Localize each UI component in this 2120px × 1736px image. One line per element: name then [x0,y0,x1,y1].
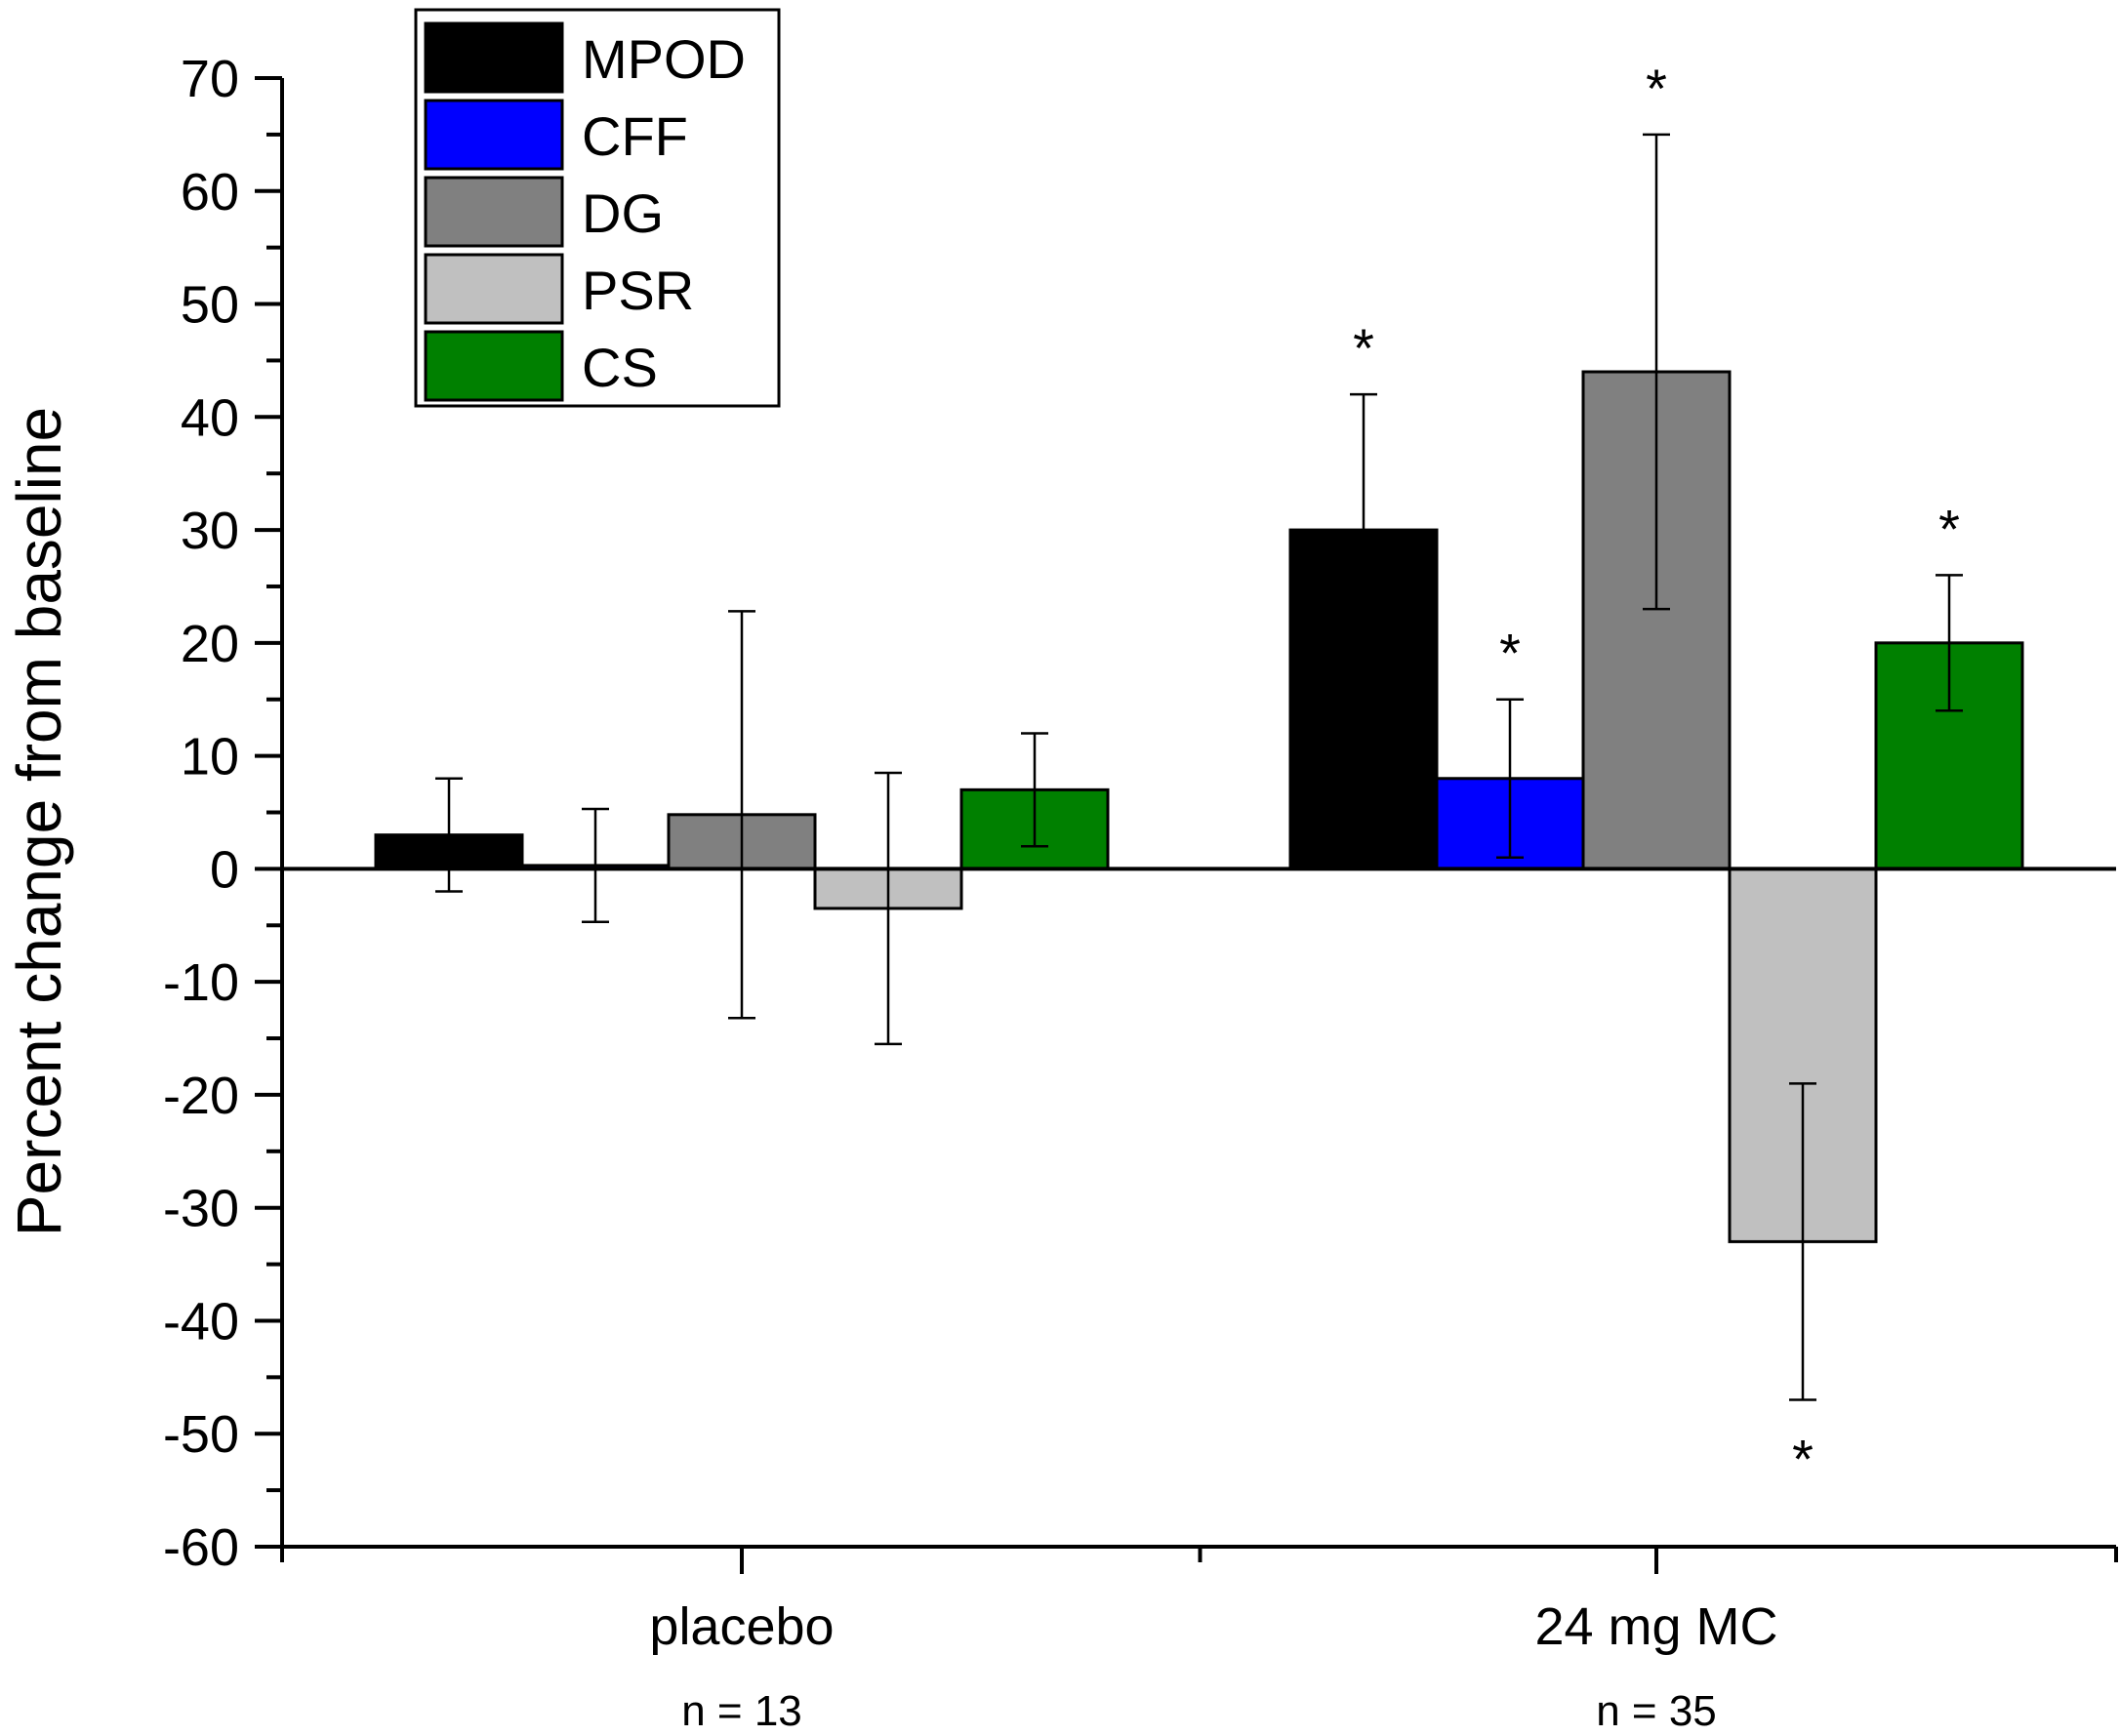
legend-swatch-cff [424,99,564,171]
y-tick-label-0: 0 [210,840,239,899]
x-category-note-1: n = 35 [1596,1687,1717,1735]
legend-label-cff: CFF [582,105,688,167]
legend-label-mpod: MPOD [582,28,746,90]
y-tick-label--30: -30 [163,1180,239,1238]
y-tick-label-70: 70 [181,50,239,108]
y-tick-label--50: -50 [163,1405,239,1464]
y-axis-label: Percent change from baseline [4,407,74,1236]
significance-star-cs: * [1938,498,1960,559]
legend-label-dg: DG [582,182,664,244]
y-tick-label-10: 10 [181,728,239,787]
legend-swatch-mpod [424,21,564,94]
legend-label-cs: CS [582,337,658,398]
y-tick-label-60: 60 [181,163,239,222]
significance-star-dg: * [1646,58,1667,119]
x-category-label-1: 24 mg MC [1534,1597,1777,1656]
significance-star-cff: * [1499,623,1521,684]
x-category-note-0: n = 13 [681,1687,802,1735]
y-tick-label--20: -20 [163,1067,239,1125]
significance-star-mpod: * [1353,317,1374,379]
y-tick-label-50: 50 [181,276,239,335]
y-tick-label-40: 40 [181,388,239,447]
y-tick-label--40: -40 [163,1292,239,1351]
legend-swatch-dg [424,176,564,248]
y-tick-label--10: -10 [163,953,239,1012]
y-tick-label-30: 30 [181,502,239,560]
y-tick-label-20: 20 [181,615,239,673]
x-category-label-0: placebo [649,1597,834,1656]
legend-label-psr: PSR [582,260,694,321]
legend-swatch-psr [424,253,564,325]
significance-star-psr: * [1792,1429,1814,1490]
y-tick-label--60: -60 [163,1518,239,1577]
legend-swatch-cs [424,330,564,402]
